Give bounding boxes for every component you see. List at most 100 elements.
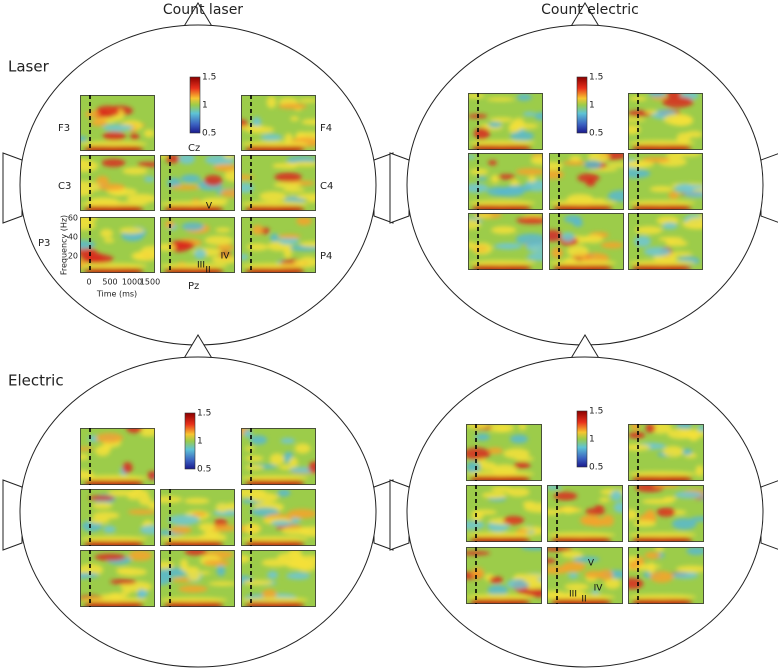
blob (126, 193, 155, 204)
blob (473, 127, 490, 140)
blob (246, 243, 269, 251)
heatmap-blobs (160, 220, 235, 273)
blob (594, 505, 605, 510)
ear (389, 152, 410, 224)
blob (245, 455, 264, 462)
blob (641, 156, 671, 163)
heatmap-blobs (241, 489, 316, 546)
heatmap (241, 489, 316, 546)
blob (95, 105, 120, 118)
blob (686, 547, 704, 556)
heatmap-edge (628, 213, 703, 270)
heatmap-edge (80, 95, 155, 151)
heatmap-blobs (466, 424, 535, 481)
blob (553, 491, 578, 501)
heatmap (80, 155, 155, 211)
blob (92, 502, 113, 509)
blob (160, 536, 228, 542)
blob (479, 461, 497, 471)
blob (273, 182, 302, 188)
heatmap (80, 95, 155, 151)
blob (644, 551, 661, 560)
blob (272, 163, 282, 168)
blob (80, 453, 90, 460)
colorbar-label: 0.5 (197, 465, 211, 475)
blob (215, 502, 229, 513)
heatmap-blobs (241, 428, 316, 485)
blob (466, 594, 535, 600)
blob (243, 429, 253, 438)
blob (666, 153, 685, 158)
blob (649, 185, 674, 193)
x-tick-label: 1000 (122, 278, 142, 287)
blob (628, 117, 646, 122)
heatmap-edge (547, 547, 623, 604)
blob (561, 232, 575, 243)
blob (466, 532, 535, 538)
blob (610, 490, 623, 502)
heatmap (160, 489, 235, 546)
blob (549, 229, 562, 242)
blob (245, 464, 264, 471)
blob (522, 501, 536, 507)
blob (241, 263, 309, 269)
blob (122, 167, 148, 175)
heatmap-edge (549, 213, 624, 270)
blob (90, 119, 108, 127)
blob (262, 589, 277, 600)
blob (277, 552, 304, 564)
heatmap-blobs (80, 105, 155, 151)
blob (140, 432, 155, 437)
blob (242, 579, 273, 586)
blob (549, 200, 617, 206)
heatmap-edge (628, 547, 704, 604)
ear (389, 479, 410, 551)
blob (584, 160, 602, 170)
blob (471, 567, 485, 580)
blob (160, 496, 183, 504)
heatmap-edge (241, 217, 316, 273)
blob (466, 461, 481, 473)
blob (298, 526, 316, 537)
blob (80, 220, 96, 231)
blob (549, 260, 617, 266)
blob (577, 173, 600, 183)
blob (80, 597, 148, 603)
blob (80, 251, 105, 263)
blob (187, 570, 201, 581)
heatmap-edge (466, 547, 542, 604)
electrode-label: P4 (320, 251, 332, 262)
blob (468, 140, 536, 146)
blob (278, 234, 302, 239)
row-title: Electric (8, 372, 64, 390)
blob (296, 217, 312, 226)
heatmap (160, 155, 235, 211)
blob (135, 253, 145, 260)
blob (599, 497, 610, 503)
electrode-label: C3 (58, 181, 71, 192)
blob (472, 509, 497, 515)
blob (89, 517, 110, 524)
blob (668, 191, 680, 200)
blob (634, 235, 652, 248)
blob (138, 493, 151, 506)
blob (301, 118, 316, 125)
blob (216, 244, 235, 252)
heatmap-edge (80, 489, 155, 546)
blob (516, 93, 532, 101)
ear (2, 479, 23, 551)
blob (282, 187, 305, 193)
blob (633, 520, 656, 527)
column-title: Count laser (163, 2, 243, 18)
blob (251, 224, 264, 235)
heatmap-blobs (628, 214, 703, 270)
blob (120, 590, 132, 595)
blob (487, 584, 509, 596)
blob (241, 141, 309, 147)
blob (604, 578, 621, 589)
electrode-label: C4 (320, 181, 333, 192)
blob (601, 514, 614, 527)
colorbar-label: 1.5 (589, 73, 603, 83)
heatmap (628, 485, 704, 542)
blob (469, 168, 489, 175)
